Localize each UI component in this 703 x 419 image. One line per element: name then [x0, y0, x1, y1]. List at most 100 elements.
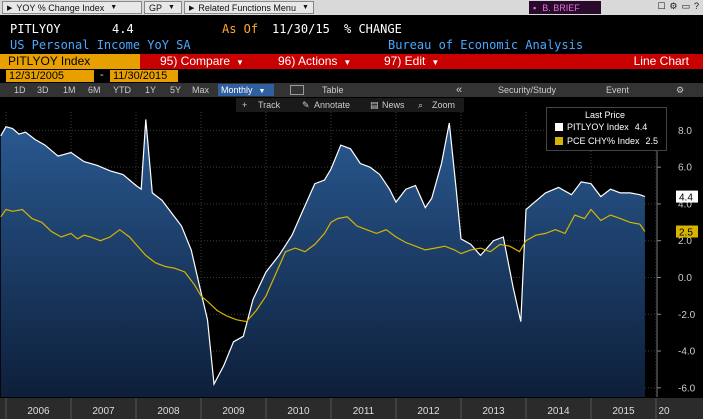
- x-tick-label: 2006: [27, 406, 50, 417]
- y-tick-label: 4.0: [678, 199, 692, 210]
- brief-button[interactable]: ▪ B. BRIEF: [529, 1, 601, 14]
- legend-swatch-pce: [555, 137, 563, 145]
- x-tick-label: 2014: [547, 406, 570, 417]
- series-line-pce: [0, 208, 646, 323]
- chevron-down-icon: ▼: [431, 58, 440, 67]
- legend-name-pce: PCE CHY% Index: [567, 136, 640, 146]
- last-value: 4.4: [112, 22, 134, 36]
- edit-button[interactable]: 97) Edit ▼: [384, 54, 439, 70]
- ticker-header: PITLYOY 4.4 As Of 11/30/15 % CHANGE: [0, 22, 703, 38]
- series-area-pitlyoy: [0, 119, 645, 398]
- chart-tools: + Track ✎ Annotate ▤ News ⌕ Zoom: [236, 98, 464, 112]
- frequency-label: Monthly: [221, 85, 253, 95]
- top-toolbar: ▶ YOY % Change Index ▼ GP ▼ ▶ Related Fu…: [0, 0, 703, 15]
- legend-name-pitlyoy: PITLYOY Index: [567, 122, 629, 132]
- y-axis-panel: [656, 112, 703, 397]
- ticker-subheader: US Personal Income YoY SA Bureau of Econ…: [0, 38, 703, 54]
- event-button[interactable]: Event: [606, 85, 630, 95]
- news-button[interactable]: News: [382, 100, 405, 110]
- period-3d[interactable]: 3D: [37, 85, 49, 95]
- x-tick-label: 2009: [222, 406, 245, 417]
- pencil-icon: ✎: [302, 100, 310, 110]
- ticker-field-label: YOY % Change Index: [16, 2, 105, 13]
- last-value-box: [676, 190, 698, 203]
- x-tick-label: 2011: [353, 406, 375, 417]
- period-6m[interactable]: 6M: [88, 85, 101, 95]
- line-chart-icon[interactable]: [290, 85, 304, 95]
- zoom-button[interactable]: Zoom: [432, 100, 456, 110]
- start-date-input[interactable]: 12/31/2005: [6, 70, 94, 82]
- x-tick-label: 2007: [92, 406, 115, 417]
- related-functions-label: Related Functions Menu: [198, 2, 296, 13]
- legend-entry-pce: PCE CHY% Index 2.5: [555, 136, 658, 146]
- help-icon[interactable]: ?: [693, 1, 699, 11]
- chevron-down-icon: ▼: [110, 4, 118, 11]
- chevron-down-icon: ▼: [168, 4, 175, 11]
- x-tick-label: 2008: [157, 406, 180, 417]
- frequency-dropdown[interactable]: Monthly ▼: [218, 84, 274, 96]
- chevron-down-icon: ▼: [343, 58, 352, 67]
- as-of-date: 11/30/15: [272, 22, 330, 36]
- period-1m[interactable]: 1M: [63, 85, 76, 95]
- legend-value-pitlyoy: 4.4: [634, 122, 648, 132]
- x-tick-label: 2015: [612, 406, 635, 417]
- chevron-down-icon: ▼: [258, 88, 266, 95]
- annotate-button[interactable]: Annotate: [314, 100, 351, 110]
- y-tick-label: 0.0: [678, 273, 692, 284]
- chevron-down-icon: ▼: [301, 4, 309, 11]
- last-value-label: 4.4: [679, 193, 693, 204]
- period-bar: 1D 3D 1M 6M YTD 1Y 5Y Max Monthly ▼ Table…: [0, 83, 703, 97]
- change-label: % CHANGE: [344, 22, 402, 36]
- security-study-button[interactable]: Security/Study: [498, 85, 557, 95]
- x-axis-band: [0, 398, 703, 419]
- series-line-pitlyoy: [0, 119, 646, 387]
- y-tick-label: -4.0: [678, 347, 696, 358]
- crosshair-icon: +: [242, 100, 248, 110]
- chart-legend: Last Price PITLYOY Index 4.4 PCE CHY% In…: [546, 107, 667, 151]
- table-button[interactable]: Table: [322, 85, 344, 95]
- expand-icon[interactable]: ▭: [681, 1, 690, 11]
- actions-button[interactable]: 96) Actions ▼: [278, 54, 351, 70]
- index-label[interactable]: PITLYOY Index: [0, 54, 140, 69]
- actions-label: 96) Actions: [278, 54, 338, 68]
- x-tick-label: 20: [658, 406, 670, 417]
- legend-swatch-pitlyoy: [555, 123, 563, 131]
- currency-dropdown[interactable]: GP ▼: [144, 1, 182, 14]
- last-value-label: 2.5: [679, 228, 693, 239]
- period-1d[interactable]: 1D: [14, 85, 26, 95]
- track-button[interactable]: Track: [258, 100, 281, 110]
- last-value-box: [676, 225, 698, 238]
- period-5y[interactable]: 5Y: [170, 85, 182, 95]
- legend-title: Last Price: [585, 110, 626, 120]
- edit-label: 97) Edit: [384, 54, 426, 68]
- compare-button[interactable]: 95) Compare ▼: [160, 54, 244, 70]
- function-bar: PITLYOY Index 95) Compare ▼ 96) Actions ▼ …: [0, 54, 703, 69]
- date-range: 12/31/2005 - 11/30/2015: [0, 69, 703, 83]
- gear-icon[interactable]: ⚙: [676, 85, 685, 95]
- brief-label: B. BRIEF: [542, 2, 580, 13]
- date-separator: -: [100, 69, 104, 81]
- ticker-field-dropdown[interactable]: ▶ YOY % Change Index ▼: [2, 1, 142, 14]
- end-date-input[interactable]: 11/30/2015: [110, 70, 178, 82]
- y-tick-label: 6.0: [678, 163, 692, 174]
- period-max[interactable]: Max: [192, 85, 210, 95]
- news-icon: ▤: [370, 100, 379, 110]
- period-ytd[interactable]: YTD: [113, 85, 131, 95]
- period-1y[interactable]: 1Y: [145, 85, 157, 95]
- currency-label: GP: [149, 2, 163, 13]
- x-tick-label: 2013: [482, 406, 505, 417]
- compare-label: 95) Compare: [160, 54, 231, 68]
- y-tick-label: 2.0: [678, 236, 692, 247]
- legend-entry-pitlyoy: PITLYOY Index 4.4: [555, 122, 647, 132]
- collapse-button[interactable]: «: [456, 84, 463, 96]
- minimize-icon[interactable]: ☐: [657, 1, 666, 11]
- series-description: US Personal Income YoY SA: [10, 38, 191, 52]
- magnifier-icon: ⌕: [418, 100, 424, 110]
- data-source: Bureau of Economic Analysis: [388, 38, 584, 52]
- play-icon: ▶: [7, 4, 13, 12]
- window-controls: ☐ ⚙ ▭ ?: [657, 1, 699, 12]
- line-chart[interactable]: -6.0 -4.0 -2.0 0.0 2.0 4.0 6.0 8.0 4.4 2.5 2006 200…: [0, 112, 703, 419]
- x-tick-label: 2010: [287, 406, 310, 417]
- settings-icon[interactable]: ⚙: [669, 1, 678, 11]
- related-functions-menu[interactable]: ▶ Related Functions Menu ▼: [184, 1, 314, 14]
